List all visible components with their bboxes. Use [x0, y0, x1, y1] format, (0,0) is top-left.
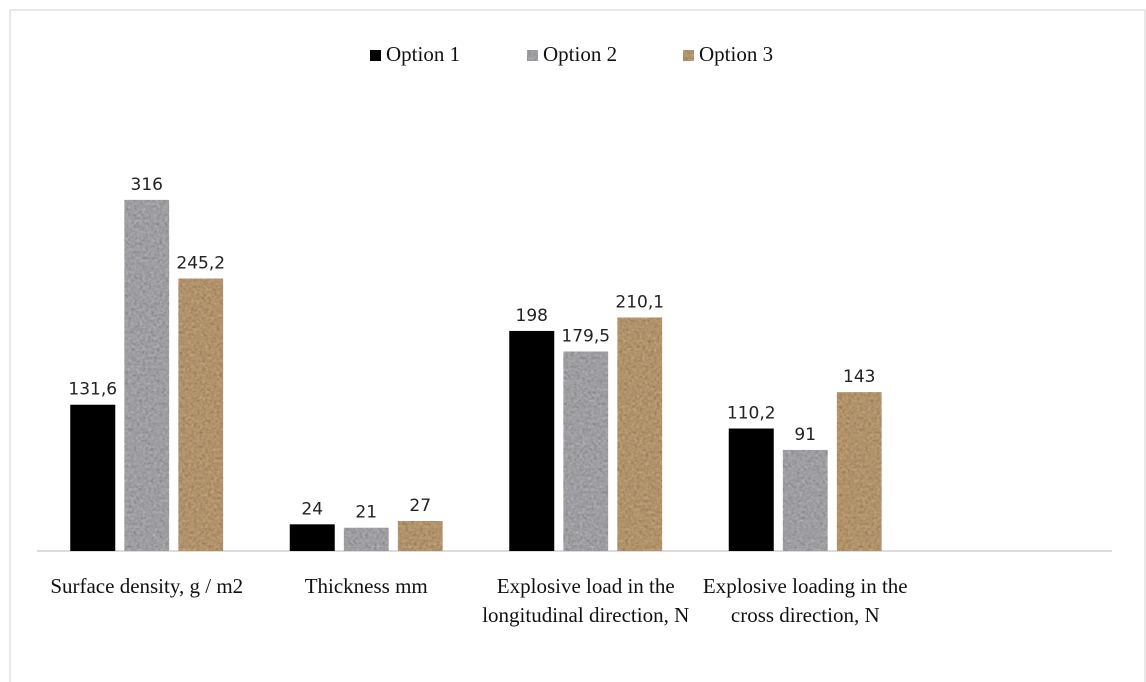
legend-swatch	[527, 50, 538, 61]
bar	[397, 520, 443, 551]
data-label: 110,2	[727, 404, 776, 424]
legend-label: Option 1	[386, 42, 460, 66]
data-label: 24	[301, 499, 323, 519]
data-label: 210,1	[615, 292, 664, 312]
data-label: 245,2	[176, 253, 225, 273]
x-tick-label: Explosive load in the longitudinal direc…	[482, 574, 690, 627]
data-label: 179,5	[561, 326, 610, 346]
data-label: 198	[516, 306, 548, 326]
bar	[509, 330, 555, 551]
x-tick-label: Explosive loading in the cross direction…	[702, 574, 908, 627]
data-label: 27	[409, 496, 431, 516]
data-label: 316	[131, 175, 163, 195]
bar	[70, 404, 116, 551]
chart-border	[9, 9, 1146, 682]
x-tick-label: Surface density, g / m2	[50, 574, 244, 598]
legend-swatch	[370, 50, 381, 61]
data-label: 131,6	[68, 380, 117, 400]
bar	[289, 524, 335, 551]
bar	[617, 317, 663, 551]
bar	[178, 278, 224, 551]
legend-label: Option 2	[543, 42, 617, 66]
legend-label: Option 3	[699, 42, 773, 66]
bar	[782, 449, 828, 551]
bar	[728, 428, 774, 551]
data-label: 21	[355, 503, 377, 523]
bar	[836, 392, 882, 551]
bar	[563, 351, 609, 551]
data-label: 143	[843, 367, 875, 387]
data-label: 91	[794, 425, 816, 445]
bar	[124, 199, 170, 551]
x-tick-label: Thickness mm	[304, 574, 428, 598]
legend-swatch	[683, 50, 694, 61]
bar	[343, 527, 389, 551]
